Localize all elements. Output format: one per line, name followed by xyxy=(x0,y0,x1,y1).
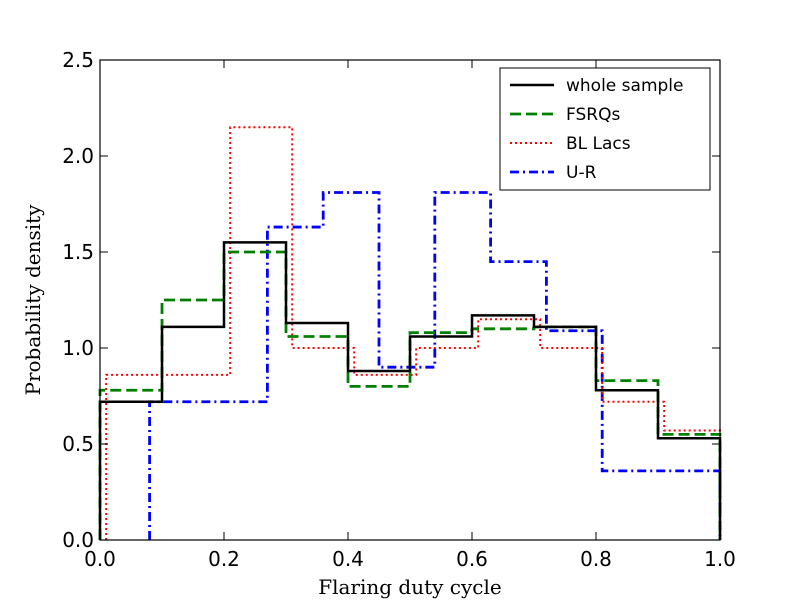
series-fsrqs xyxy=(98,250,722,540)
plot-frame xyxy=(99,59,721,541)
legend: whole sample FSRQs BL Lacs U-R xyxy=(499,67,711,191)
legend-label: whole sample xyxy=(566,76,683,96)
x-tick-label: 1.0 xyxy=(704,547,736,571)
legend-frame xyxy=(499,67,711,191)
x-tick-label: 0.2 xyxy=(208,547,240,571)
y-tick-label: 2.0 xyxy=(62,144,94,168)
y-axis-label: Probability density xyxy=(21,204,45,396)
legend-label: U-R xyxy=(566,163,597,183)
y-tick-label: 1.5 xyxy=(62,240,94,264)
x-tick-label: 0.4 xyxy=(332,547,364,571)
x-tick-label: 0.0 xyxy=(84,547,116,571)
series-bl-lacs xyxy=(105,126,721,540)
tick-layer: 0.0 0.2 0.4 0.6 0.8 1.0 0.0 0.5 1.0 1.5 2.0 2.5 xyxy=(62,48,736,571)
y-tick-label: 1.0 xyxy=(62,336,94,360)
series-u-r xyxy=(148,191,722,540)
legend-label: FSRQs xyxy=(566,105,620,125)
legend-label: BL Lacs xyxy=(566,134,631,154)
x-tick-label: 0.6 xyxy=(456,547,488,571)
series-whole-sample xyxy=(98,241,722,540)
x-axis-label: Flaring duty cycle xyxy=(318,575,502,599)
y-tick-label: 0.0 xyxy=(62,528,94,552)
x-tick-label: 0.8 xyxy=(580,547,612,571)
series-layer xyxy=(98,126,722,540)
y-tick-label: 0.5 xyxy=(62,432,94,456)
y-tick-label: 2.5 xyxy=(62,48,94,72)
